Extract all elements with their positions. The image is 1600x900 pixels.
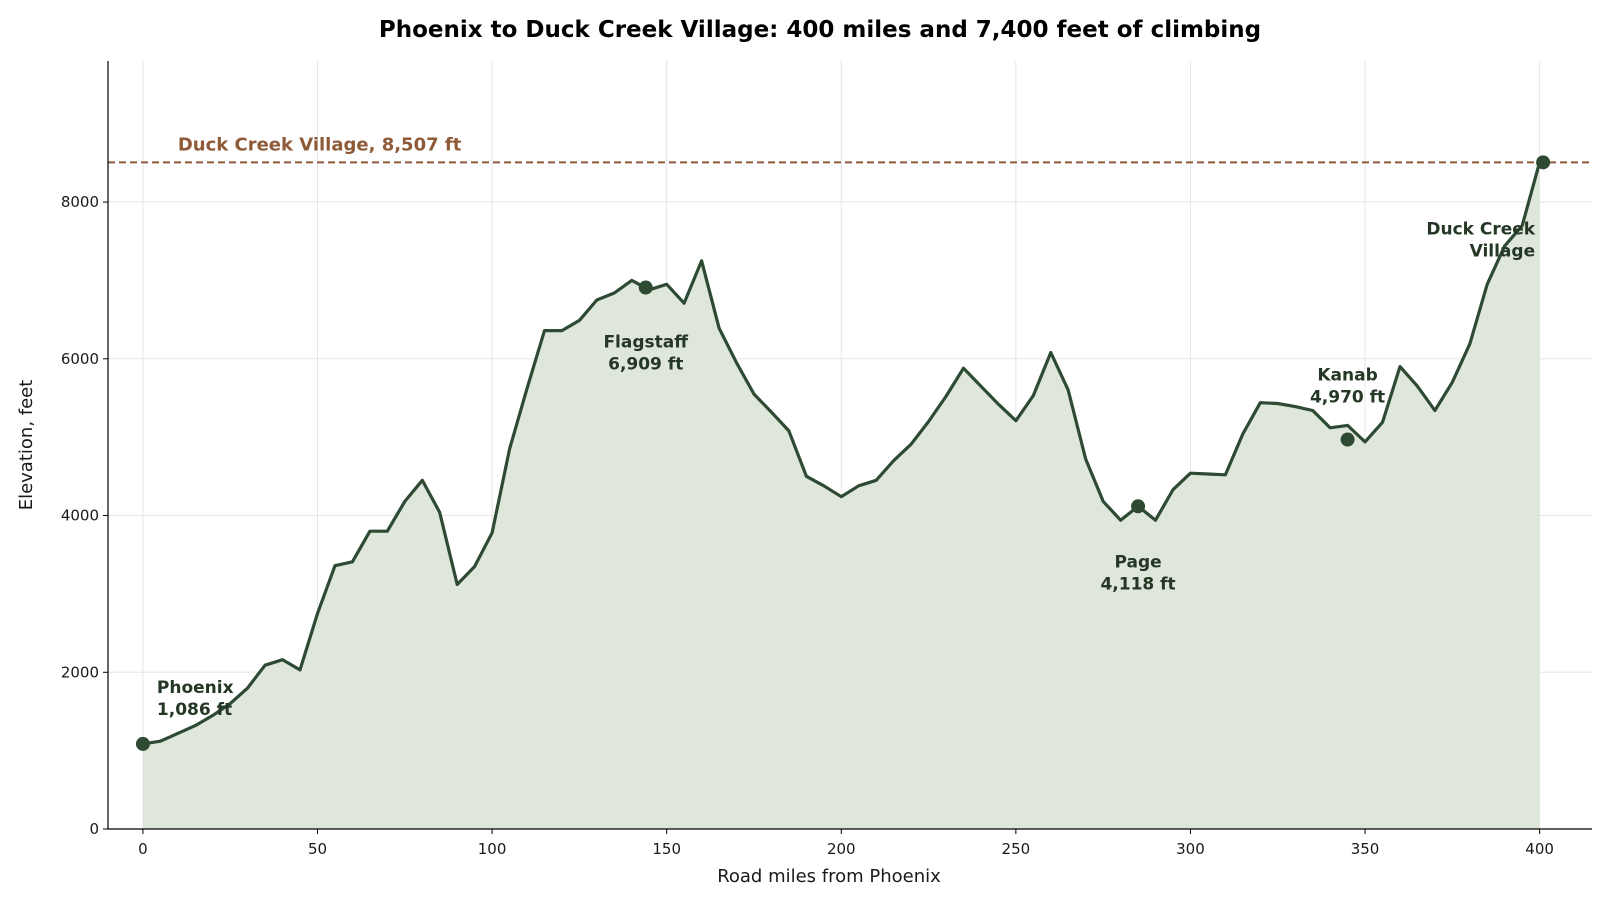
y-tick-label: 2000: [61, 663, 99, 681]
annotation-line: Village: [1470, 241, 1536, 261]
axes: 0 50 100 150 200 250 300 350 4000200040006000800…: [61, 61, 1592, 858]
x-tick-label: 250: [1002, 840, 1031, 858]
annotation-line: Duck Creek: [1426, 219, 1535, 239]
x-tick-label: 300: [1176, 840, 1205, 858]
x-tick-label: 350: [1351, 840, 1380, 858]
annotation-line: Phoenix: [157, 678, 234, 698]
annotation-line: 4,118 ft: [1100, 574, 1175, 594]
annotation-line: 6,909 ft: [608, 355, 683, 375]
elevation-line: [142, 161, 1542, 746]
annotation-line: Flagstaff: [603, 333, 688, 353]
x-tick-label: 100: [478, 840, 507, 858]
marker-kanab: [1340, 432, 1355, 447]
annotation-kanab: Kanab 4,970 ft: [1310, 366, 1385, 408]
x-tick-label: 0: [138, 840, 148, 858]
annotation-line: Page: [1114, 552, 1161, 572]
elevation-area-fill: [142, 162, 1540, 830]
annotation-line: 1,086 ft: [157, 700, 232, 720]
marker-page: [1131, 499, 1146, 514]
annotation-line: Kanab: [1317, 366, 1377, 386]
marker-duck-creek-village: [1536, 155, 1551, 170]
y-tick-label: 6000: [61, 350, 99, 368]
annotation-page: Page 4,118 ft: [1100, 552, 1175, 594]
x-tick-label: 200: [827, 840, 856, 858]
annotation-line: 4,970 ft: [1310, 388, 1385, 408]
chart-title: Phoenix to Duck Creek Village: 400 miles…: [379, 17, 1261, 43]
marker-layer: [135, 155, 1551, 751]
x-tick-label: 400: [1525, 840, 1554, 858]
annotation-phoenix: Phoenix 1,086 ft: [157, 678, 234, 720]
area-layer: [142, 161, 1542, 830]
summit-reference-label: Duck Creek Village, 8,507 ft: [178, 134, 462, 155]
x-axis-label: Road miles from Phoenix: [717, 866, 941, 887]
annotation-flagstaff: Flagstaff 6,909 ft: [603, 333, 688, 375]
y-tick-label: 4000: [61, 507, 99, 525]
annotation-layer: Phoenix 1,086 ft Flagstaff 6,909 ft Page 4,11…: [157, 219, 1536, 720]
x-tick-label: 50: [308, 840, 327, 858]
y-tick-label: 8000: [61, 193, 99, 211]
marker-flagstaff: [638, 280, 653, 295]
y-axis-label: Elevation, feet: [16, 380, 37, 511]
marker-phoenix: [135, 736, 150, 751]
annotation-duck-creek-village: Duck Creek Village: [1426, 219, 1535, 261]
x-tick-label: 150: [652, 840, 681, 858]
reference-layer: Duck Creek Village, 8,507 ft: [108, 134, 1592, 164]
y-tick-label: 0: [89, 820, 99, 838]
